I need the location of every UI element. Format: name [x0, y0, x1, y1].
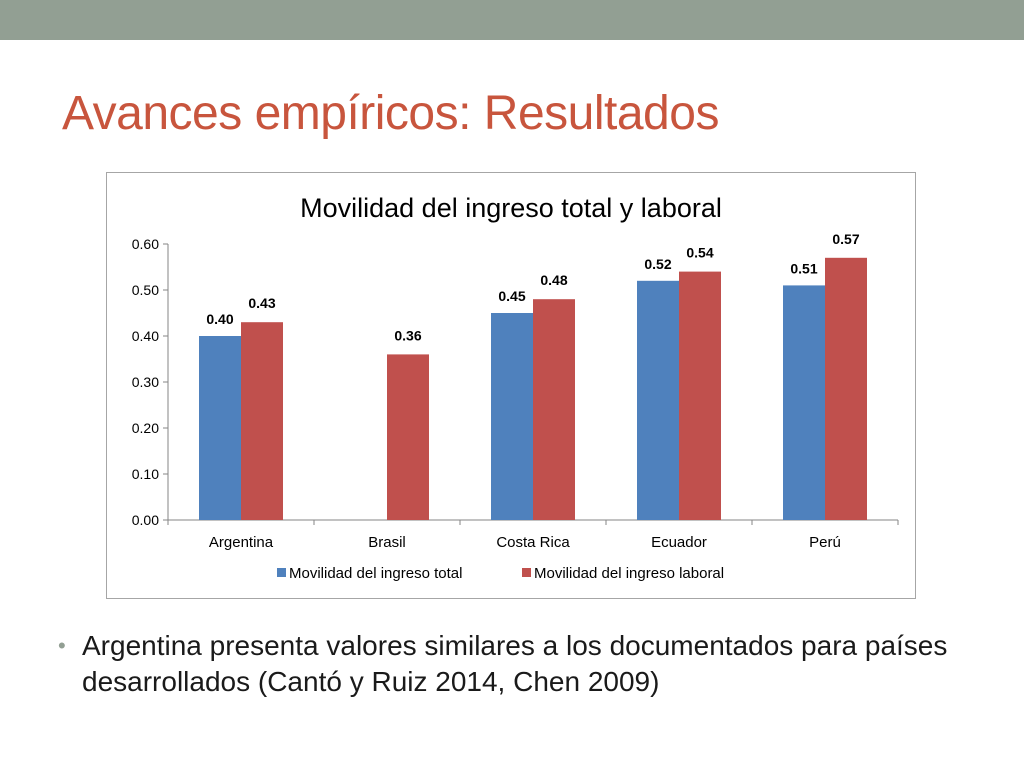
- data-label: 0.36: [394, 327, 421, 343]
- data-label: 0.54: [686, 245, 713, 261]
- data-label: 0.48: [540, 272, 567, 288]
- y-tick-label: 0.10: [132, 466, 159, 482]
- data-label: 0.57: [832, 231, 859, 247]
- x-category-label: Ecuador: [651, 534, 707, 551]
- bar: [783, 285, 825, 520]
- x-category-label: Costa Rica: [496, 534, 570, 551]
- bar: [387, 354, 429, 520]
- x-category-label: Brasil: [368, 534, 406, 551]
- data-label: 0.40: [206, 311, 233, 327]
- y-tick-label: 0.30: [132, 374, 159, 390]
- y-tick-label: 0.50: [132, 282, 159, 298]
- bullet-text: Argentina presenta valores similares a l…: [82, 630, 948, 697]
- bullet-list: • Argentina presenta valores similares a…: [58, 628, 978, 700]
- bar: [491, 313, 533, 520]
- bar: [679, 271, 721, 520]
- bar: [825, 257, 867, 520]
- chart-container: Movilidad del ingreso total y laboral 0.…: [106, 172, 916, 599]
- legend-label: Movilidad del ingreso laboral: [534, 565, 724, 582]
- top-accent-bar: [0, 0, 1024, 40]
- bar-chart: Movilidad del ingreso total y laboral 0.…: [132, 193, 899, 582]
- x-category-label: Perú: [809, 534, 841, 551]
- slide-title: Avances empíricos: Resultados: [62, 87, 719, 140]
- bar: [637, 280, 679, 520]
- chart-title: Movilidad del ingreso total y laboral: [300, 193, 722, 223]
- data-label: 0.52: [644, 256, 671, 272]
- bullet-item: • Argentina presenta valores similares a…: [58, 628, 978, 700]
- bar: [199, 336, 241, 520]
- legend-swatch: [277, 568, 286, 577]
- x-category-label: Argentina: [209, 534, 274, 551]
- data-label: 0.43: [248, 295, 275, 311]
- data-label: 0.51: [790, 260, 817, 276]
- y-tick-label: 0.00: [132, 512, 159, 528]
- legend-swatch: [522, 568, 531, 577]
- y-tick-label: 0.20: [132, 420, 159, 436]
- data-label: 0.45: [498, 288, 525, 304]
- bar: [241, 322, 283, 520]
- legend-label: Movilidad del ingreso total: [289, 565, 462, 582]
- bar: [533, 299, 575, 520]
- bullet-dot-icon: •: [58, 633, 66, 658]
- y-tick-label: 0.60: [132, 236, 159, 252]
- y-tick-label: 0.40: [132, 328, 159, 344]
